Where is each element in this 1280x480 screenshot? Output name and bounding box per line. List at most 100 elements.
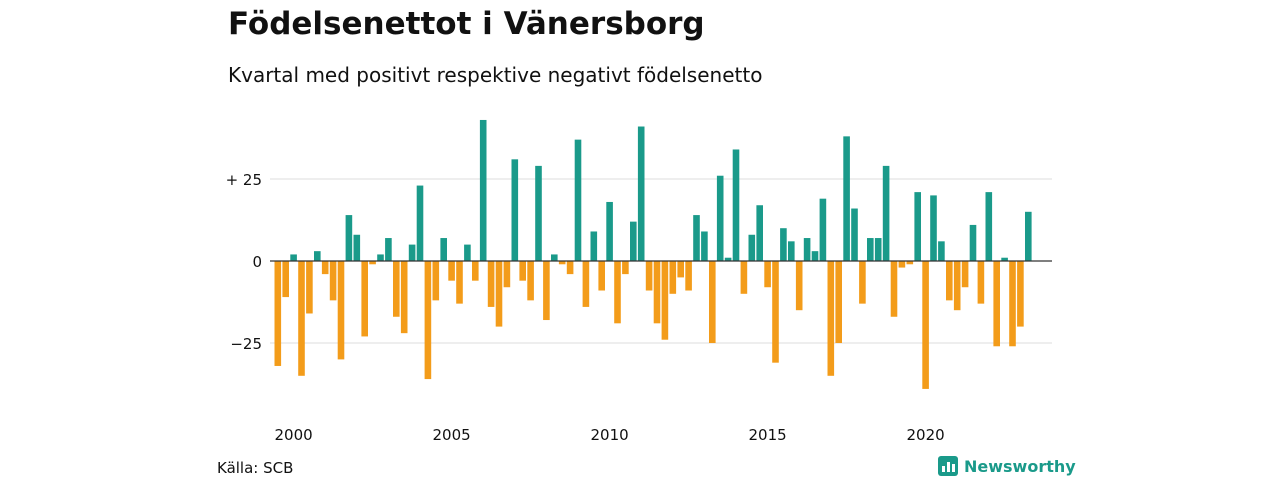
bar bbox=[1017, 261, 1024, 327]
x-tick-label: 2010 bbox=[591, 426, 629, 444]
bar bbox=[503, 261, 511, 288]
bar bbox=[558, 261, 566, 265]
y-tick-label: −25 bbox=[230, 335, 262, 353]
chart-subtitle: Kvartal med positivt respektive negativt… bbox=[228, 63, 763, 87]
bar bbox=[685, 261, 692, 291]
bar bbox=[953, 261, 961, 311]
bar bbox=[874, 238, 882, 261]
bar bbox=[306, 261, 313, 314]
bar bbox=[337, 261, 345, 360]
bar bbox=[669, 261, 677, 294]
bar bbox=[653, 261, 661, 324]
bar bbox=[606, 201, 613, 261]
bar bbox=[519, 261, 526, 281]
bar bbox=[890, 261, 898, 317]
bar bbox=[535, 165, 542, 261]
y-tick-label: 0 bbox=[252, 253, 262, 271]
bar bbox=[479, 119, 487, 262]
bar bbox=[527, 261, 534, 301]
bar bbox=[867, 238, 874, 261]
bar bbox=[582, 261, 590, 307]
bar bbox=[495, 261, 503, 327]
bar bbox=[930, 195, 937, 261]
bar bbox=[961, 261, 969, 288]
bar bbox=[732, 149, 740, 261]
bar bbox=[377, 254, 384, 261]
bar bbox=[977, 261, 985, 304]
bar bbox=[724, 257, 732, 261]
bar bbox=[448, 261, 455, 281]
y-tick-label: + 25 bbox=[226, 171, 262, 189]
bar bbox=[756, 205, 763, 261]
bar bbox=[590, 231, 598, 261]
bar bbox=[811, 251, 819, 261]
bar bbox=[282, 261, 289, 298]
bar bbox=[835, 261, 842, 343]
bar bbox=[819, 198, 827, 261]
y-tick-labels: + 25 0 −25 bbox=[226, 171, 262, 353]
bar bbox=[622, 261, 629, 275]
bar bbox=[701, 231, 708, 261]
bar bbox=[314, 251, 321, 261]
bar bbox=[298, 261, 305, 376]
bar bbox=[882, 165, 890, 261]
bar bbox=[709, 261, 716, 343]
bar bbox=[661, 261, 669, 340]
bars bbox=[274, 119, 1032, 389]
bar bbox=[511, 159, 519, 261]
bar bbox=[780, 228, 787, 261]
bar bbox=[922, 261, 929, 389]
bar bbox=[432, 261, 440, 301]
bar bbox=[385, 238, 392, 261]
bar bbox=[345, 215, 353, 261]
bar bbox=[321, 261, 329, 275]
bar bbox=[764, 261, 771, 288]
source-label: Källa: SCB bbox=[217, 459, 294, 477]
bar bbox=[630, 221, 637, 261]
bar bbox=[614, 261, 621, 324]
bar bbox=[772, 261, 779, 363]
x-tick-label: 2020 bbox=[907, 426, 945, 444]
newsworthy-icon bbox=[938, 456, 958, 476]
bar bbox=[677, 261, 684, 278]
bar bbox=[716, 175, 724, 261]
x-tick-labels: 2000 2005 2010 2015 2020 bbox=[275, 426, 945, 444]
bar bbox=[400, 261, 408, 334]
bar bbox=[843, 136, 850, 261]
brand-logo[interactable]: Newsworthy bbox=[938, 456, 1076, 476]
bar bbox=[645, 261, 653, 291]
bar bbox=[464, 244, 471, 261]
bar bbox=[353, 234, 361, 261]
bar bbox=[946, 261, 953, 301]
bar bbox=[851, 208, 858, 261]
bar bbox=[795, 261, 803, 311]
bar bbox=[693, 215, 700, 261]
bar bbox=[456, 261, 463, 304]
bar bbox=[859, 261, 866, 304]
bar bbox=[543, 261, 550, 321]
bar bbox=[440, 238, 447, 261]
bar bbox=[827, 261, 835, 376]
bar bbox=[985, 192, 993, 261]
bar bbox=[369, 261, 376, 265]
bar bbox=[637, 126, 645, 262]
bar bbox=[788, 241, 795, 261]
brand-label: Newsworthy bbox=[964, 456, 1076, 476]
bar bbox=[487, 261, 495, 307]
bar bbox=[566, 261, 574, 275]
grid-lines bbox=[270, 178, 1052, 344]
bar bbox=[1025, 211, 1032, 261]
bar bbox=[898, 261, 906, 268]
bar bbox=[1009, 261, 1016, 347]
bar bbox=[274, 261, 282, 366]
bar bbox=[1001, 257, 1008, 261]
bar bbox=[424, 261, 432, 380]
bar bbox=[740, 261, 748, 294]
bar bbox=[472, 261, 479, 281]
bar bbox=[803, 238, 811, 261]
bar bbox=[748, 234, 756, 261]
x-tick-label: 2015 bbox=[749, 426, 787, 444]
bar bbox=[329, 261, 337, 301]
bar bbox=[361, 261, 368, 337]
